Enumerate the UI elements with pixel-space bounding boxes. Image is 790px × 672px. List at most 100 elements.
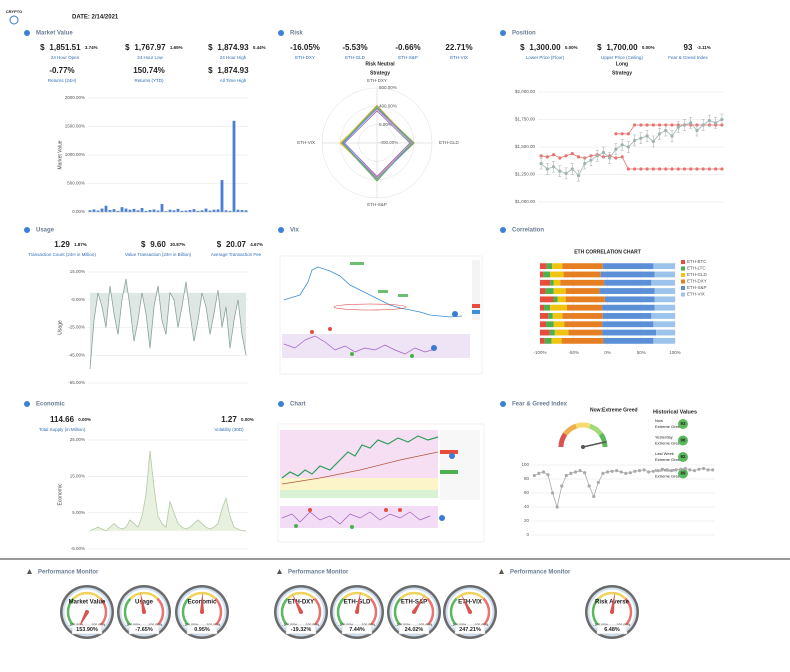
point [676,167,680,171]
y-tick-label: 15.00% [70,269,85,274]
panel-icon [500,401,506,407]
point [573,470,578,474]
dial-name: Usage [135,600,154,606]
point [670,134,674,138]
gauge-band [588,423,603,436]
point [679,467,683,471]
dial-band [214,597,223,627]
y-tick-label: $1,500.00 [515,144,536,149]
bar [128,209,132,212]
bar-segment [602,304,655,311]
bar-segment [562,263,603,270]
dial-value: 24.02% [405,627,424,633]
bar-segment [654,296,675,303]
bar [236,209,240,212]
bar [228,210,232,212]
dial-value: 0.95% [194,627,210,633]
dial-needle [610,592,616,613]
bar [124,208,128,212]
bar-segment [568,329,603,336]
stat-label: Upper Price (Ceiling) [601,55,643,60]
point [683,466,687,471]
chart-title: ETH CORRELATION CHART [574,249,641,255]
bar [152,209,156,212]
history-status: Extreme Greed [655,474,682,479]
bar [204,208,208,212]
y-tick-label: 5.00% [72,510,85,515]
stat-value: -0.66% [395,43,420,52]
y-tick-label: 25.00% [70,437,85,442]
bar-segment [540,296,554,303]
bar-segment [600,271,655,278]
bar-segment [550,279,554,286]
point [657,123,662,127]
dial-name: ETH-S&P [401,600,427,606]
point [619,470,623,474]
stat-label: Lower Price (Floor) [526,55,565,60]
radar-axis-label: ETH-VIX [297,140,315,145]
legend-label: ETH-GLD [687,272,708,277]
y-tick-label: $1,250.00 [515,172,536,177]
point [564,171,568,175]
dial-name: ETH-DXY [288,600,314,606]
history-value: 92 [680,454,686,459]
bar-segment [540,288,546,294]
dial-band [426,597,435,627]
point [583,161,587,166]
bar-segment [550,304,567,311]
stat-label: ETH-VIX [450,55,468,60]
dial-band [313,597,322,627]
point [633,138,637,142]
legend-swatch [681,292,685,297]
dial-hub [610,610,614,614]
y-tick-label: -65.00% [68,380,85,385]
bar [196,210,200,212]
point [645,167,649,171]
dial-value: 7.44% [349,627,365,633]
bar [96,210,100,212]
stat-change: 0.00% [642,45,655,50]
dial-band [369,597,378,627]
stat-value: 1,767.97 [134,43,166,52]
point [639,123,643,127]
radar-tick-label: 800.00% [379,85,397,90]
bar-segment [557,296,566,303]
point [642,468,646,472]
history-label: Last Month [655,468,675,473]
point [639,167,643,171]
legend-swatch [681,273,685,277]
point [670,123,674,127]
bar-segment [548,313,553,319]
point [620,132,624,136]
y-tick-label: -5.00% [71,297,85,302]
bar-segment [565,296,605,303]
vix-snapshot [279,255,483,375]
y-tick-label: 1000.00% [65,152,85,157]
dial-name: ETH-GLD [344,600,371,606]
chart-snapshot [277,423,485,543]
stat-unit: $ [208,43,213,52]
stat-change: 3.74% [85,45,98,50]
point [576,155,581,159]
panel-icon [278,227,284,233]
bar-segment [540,329,550,336]
y-tick-label: 1500.00% [65,124,85,129]
area-fill [90,278,246,370]
dial-value-box [398,624,430,635]
y-tick-label: 0.00% [72,209,85,214]
panel-icon [278,401,284,407]
bar [176,208,180,212]
point [674,468,678,472]
y-tick-label: -25.00% [68,325,85,330]
dial-hub [299,610,303,614]
history-badge [678,452,688,462]
point [620,155,624,159]
legend-swatch [681,266,685,271]
dial-band [449,597,458,627]
bar [156,210,160,212]
panel-title: Position [512,31,536,37]
history-status: Extreme Greed [655,441,682,446]
history-badge [678,468,688,479]
stat-change: 0.00% [565,45,578,50]
point [583,471,587,475]
